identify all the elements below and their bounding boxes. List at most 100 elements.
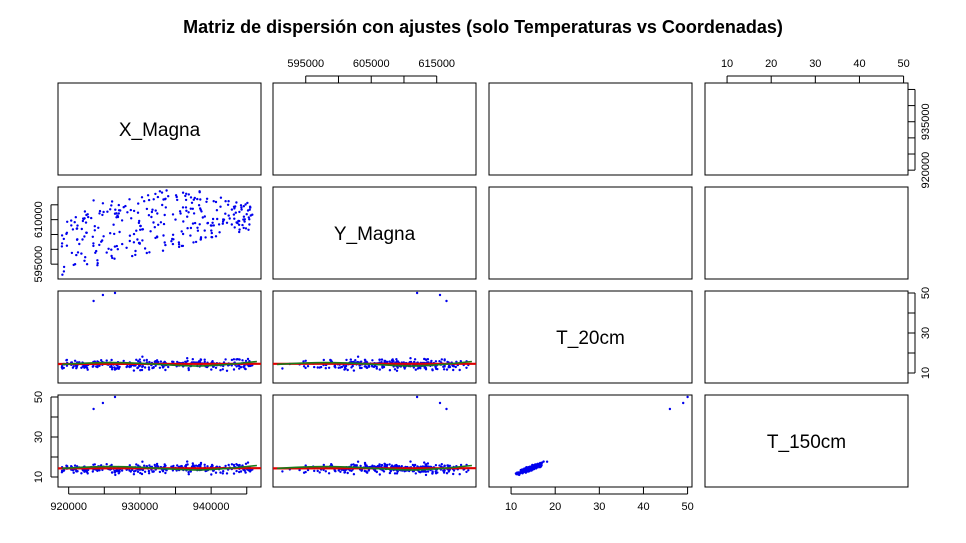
tick-label: 50 — [897, 58, 909, 70]
data-point — [181, 191, 185, 194]
data-point — [423, 461, 426, 464]
data-point — [359, 360, 362, 364]
data-point — [414, 368, 417, 371]
data-point — [434, 472, 438, 475]
data-point — [243, 220, 246, 223]
data-point — [395, 472, 399, 475]
data-point — [117, 209, 121, 212]
data-point — [238, 230, 241, 234]
data-point — [117, 203, 121, 207]
data-point — [445, 368, 449, 371]
data-point — [395, 463, 398, 467]
data-point — [242, 226, 245, 230]
data-point — [132, 232, 136, 236]
data-point — [221, 222, 224, 225]
data-point — [227, 214, 230, 217]
smooth-fit-line — [62, 360, 257, 367]
data-point — [62, 270, 66, 273]
data-point — [65, 244, 69, 247]
data-point — [210, 224, 213, 227]
tick-label: 30 — [593, 501, 605, 513]
data-point — [191, 358, 194, 361]
data-point — [140, 196, 144, 199]
data-point — [224, 358, 227, 361]
data-point — [339, 470, 342, 473]
data-point — [180, 230, 183, 233]
data-point — [242, 205, 245, 208]
data-point — [205, 200, 208, 203]
data-point — [194, 240, 198, 244]
data-point — [235, 201, 238, 204]
data-point — [302, 365, 306, 368]
data-point — [359, 464, 362, 468]
data-point — [227, 200, 230, 203]
data-point — [148, 360, 151, 364]
data-point — [337, 469, 340, 472]
data-point — [343, 471, 347, 474]
data-point — [187, 368, 190, 372]
data-point — [445, 472, 449, 475]
data-point — [376, 464, 380, 468]
data-point — [113, 469, 116, 473]
data-point — [125, 365, 128, 369]
data-point — [238, 358, 241, 361]
data-point — [83, 210, 87, 213]
data-point — [102, 210, 105, 214]
data-point — [521, 472, 524, 475]
data-point — [101, 213, 104, 217]
data-point — [171, 242, 175, 246]
data-point — [100, 359, 103, 362]
data-point — [465, 366, 468, 369]
data-point — [334, 470, 337, 473]
data-point — [442, 469, 445, 472]
data-point — [73, 359, 77, 362]
panel-frame-0-1 — [272, 82, 477, 176]
data-point — [448, 464, 452, 467]
data-point — [153, 360, 156, 364]
data-point — [356, 355, 360, 358]
data-point — [105, 463, 108, 466]
data-point — [221, 368, 224, 371]
data-point — [414, 472, 417, 475]
data-point — [109, 208, 112, 211]
data-point — [143, 464, 146, 467]
data-point — [91, 365, 95, 368]
data-point — [210, 368, 213, 371]
data-point — [128, 234, 132, 237]
data-point — [212, 224, 215, 227]
data-point — [534, 467, 538, 470]
panel-frame-3-1 — [272, 394, 477, 488]
data-point — [393, 472, 397, 475]
data-point — [160, 191, 164, 194]
data-point — [72, 263, 75, 267]
data-point — [448, 469, 451, 472]
tick-label: 40 — [637, 501, 649, 513]
data-point — [531, 468, 534, 471]
data-point — [383, 462, 386, 465]
data-point — [443, 464, 446, 468]
panel-frame-0-3 — [704, 82, 909, 176]
data-point — [143, 359, 146, 362]
data-point — [225, 221, 229, 224]
tick-label: 920000 — [920, 152, 932, 189]
data-point — [180, 464, 183, 468]
panel-frame-3-0 — [57, 394, 262, 488]
data-point — [322, 463, 325, 467]
data-point — [91, 235, 95, 238]
data-point — [192, 241, 195, 244]
data-point — [117, 212, 121, 215]
data-point — [197, 464, 201, 467]
data-point — [226, 203, 230, 206]
data-point — [365, 360, 368, 363]
data-point — [107, 247, 110, 250]
data-point — [224, 464, 227, 468]
data-point — [184, 194, 187, 198]
data-point — [135, 358, 138, 361]
data-point — [327, 366, 331, 369]
panel-frame-2-0 — [57, 290, 262, 384]
data-point — [334, 366, 337, 369]
data-point — [60, 234, 64, 237]
data-point — [147, 368, 151, 371]
data-point — [242, 215, 246, 218]
